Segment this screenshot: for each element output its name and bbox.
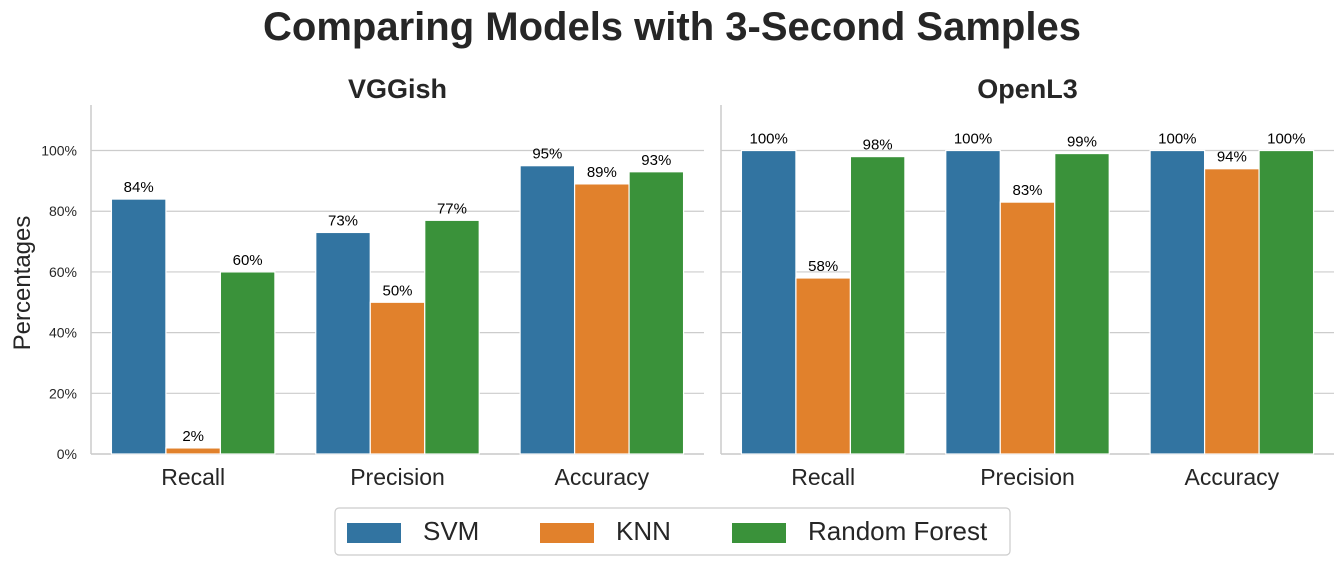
data-label: 2%	[182, 428, 204, 445]
bar-svm	[315, 231, 371, 455]
data-label: 98%	[863, 137, 893, 154]
data-label: 60%	[233, 252, 263, 269]
data-label: 84%	[124, 179, 154, 196]
data-label: 50%	[382, 282, 412, 299]
x-tick-label: Precision	[980, 464, 1075, 490]
legend-swatch-random-forest	[732, 523, 786, 543]
legend-label: KNN	[616, 516, 671, 546]
x-tick-label: Recall	[791, 464, 855, 490]
y-axis-label: Percentages	[9, 216, 36, 351]
legend-label: Random Forest	[808, 516, 988, 546]
legend-swatch-svm	[347, 523, 401, 543]
data-label: 100%	[1267, 131, 1305, 148]
y-tick-label: 40%	[49, 325, 77, 341]
bar-random-forest	[628, 171, 685, 455]
bar-random-forest	[219, 271, 276, 455]
data-label: 83%	[1012, 182, 1042, 199]
chart-title: Comparing Models with 3-Second Samples	[263, 5, 1081, 49]
y-tick-label: 80%	[49, 203, 77, 219]
legend: SVM KNN Random Forest	[334, 507, 1011, 556]
x-tick-label: Accuracy	[555, 464, 650, 490]
panel-openl3: OpenL3 Recall 100% 58% 98% Precision 100% 83% 99…	[720, 74, 1334, 490]
y-tick-label: 0%	[57, 446, 77, 462]
data-label: 77%	[437, 200, 467, 217]
y-tick-label: 100%	[41, 143, 77, 159]
x-tick-label: Precision	[350, 464, 445, 490]
legend-swatch-knn	[540, 523, 594, 543]
panel-vggish: 0% 20% 40% 60% 80% 100% VGGish Recall 84% 2% 60% Pr…	[41, 74, 704, 490]
panels-group: 0% 20% 40% 60% 80% 100% VGGish Recall 84% 2% 60% Pr…	[41, 74, 1334, 490]
data-label: 99%	[1067, 134, 1097, 151]
bar-svm	[1149, 149, 1206, 455]
y-tick-label: 20%	[49, 385, 77, 401]
y-tick-label: 60%	[49, 264, 77, 280]
subplot-title: OpenL3	[977, 74, 1078, 104]
data-label: 94%	[1217, 149, 1247, 166]
data-label: 89%	[587, 164, 617, 181]
x-tick-label: Accuracy	[1185, 464, 1280, 490]
data-label: 58%	[808, 258, 838, 275]
x-tick-label: Recall	[161, 464, 225, 490]
legend-label: SVM	[423, 516, 479, 546]
data-label: 73%	[328, 212, 358, 229]
bar-svm	[110, 198, 167, 455]
bar-knn	[1203, 168, 1260, 455]
data-label: 100%	[749, 131, 787, 148]
bar-svm	[740, 149, 797, 455]
bar-random-forest	[424, 219, 480, 455]
bar-knn	[573, 183, 630, 455]
bar-knn	[369, 301, 426, 455]
bar-svm	[519, 165, 576, 455]
bar-knn	[165, 447, 222, 455]
bar-knn	[795, 277, 852, 455]
subplot-title: VGGish	[348, 74, 447, 104]
data-label: 100%	[1158, 131, 1196, 148]
data-label: 95%	[532, 146, 562, 163]
bar-svm	[945, 149, 1001, 455]
legend-frame	[334, 507, 1011, 556]
data-label: 100%	[954, 131, 992, 148]
bar-random-forest	[1258, 149, 1315, 455]
data-label: 93%	[641, 152, 671, 169]
bar-random-forest	[849, 155, 906, 455]
bar-knn	[999, 201, 1056, 455]
bar-random-forest	[1054, 152, 1110, 455]
